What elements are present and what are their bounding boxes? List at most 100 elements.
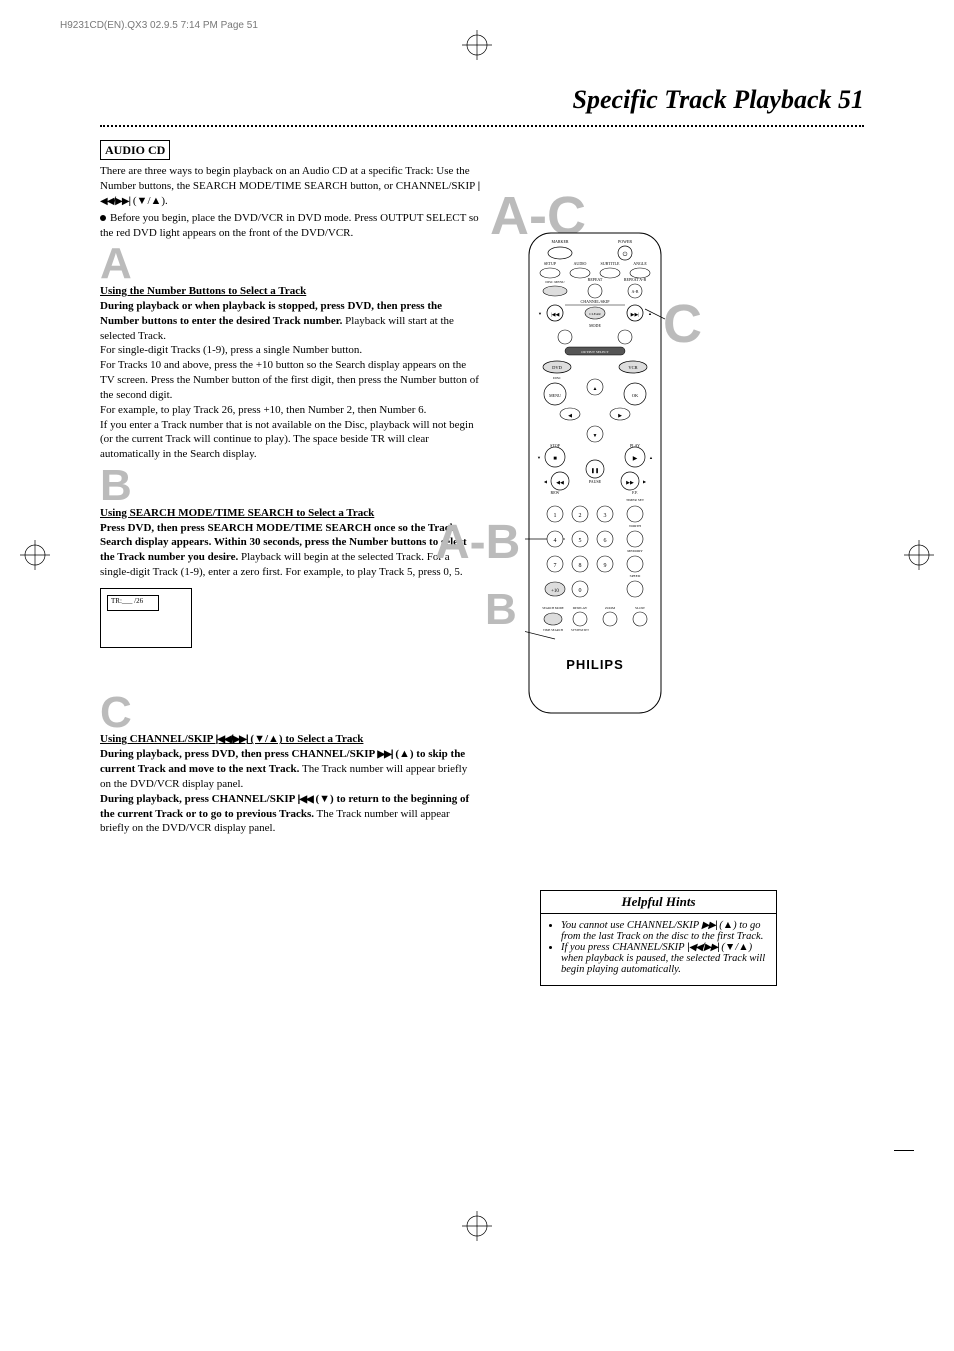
skip-icon: ▶▶| xyxy=(702,920,717,931)
content-column: AUDIO CD There are three ways to begin p… xyxy=(100,140,480,836)
svg-text:7: 7 xyxy=(554,563,557,569)
svg-text:PHILIPS: PHILIPS xyxy=(566,657,624,672)
helpful-hints-body: You cannot use CHANNEL/SKIP ▶▶| (▲) to g… xyxy=(541,914,776,985)
svg-text:TIMER SET: TIMER SET xyxy=(626,498,645,502)
svg-text:DISC MENU: DISC MENU xyxy=(545,280,565,284)
svg-text:SYSTEM SET: SYSTEM SET xyxy=(571,628,589,632)
svg-text:TIME SEARCH: TIME SEARCH xyxy=(543,628,564,632)
svg-text:◀◀: ◀◀ xyxy=(556,480,564,486)
c-body1: During playback, press DVD, then press C… xyxy=(100,747,480,792)
remote-diagram: A-C C A-B B MARKER ⏻ POWER SETUP AUDI xyxy=(515,185,815,745)
svg-text:▲: ▲ xyxy=(648,311,652,316)
bullet-icon xyxy=(100,215,106,221)
svg-text:▶▶|: ▶▶| xyxy=(631,312,640,318)
svg-text:9: 9 xyxy=(604,563,607,569)
callout-b: B xyxy=(485,585,517,635)
svg-text:⏻: ⏻ xyxy=(623,251,628,258)
audio-cd-box: AUDIO CD xyxy=(100,140,170,160)
callout-ab: A-B xyxy=(435,515,520,570)
svg-text:ZOOM: ZOOM xyxy=(605,606,616,610)
crop-mark xyxy=(894,1150,914,1151)
c-body2: During playback, press CHANNEL/SKIP |◀◀ … xyxy=(100,792,480,837)
svg-text:PAUSE: PAUSE xyxy=(589,479,602,484)
svg-text:SEARCH MODE: SEARCH MODE xyxy=(542,606,564,610)
skip-icon: ▶▶| xyxy=(377,749,392,760)
svg-text:REPEAT: REPEAT xyxy=(588,277,603,282)
svg-text:OUTPUT SELECT: OUTPUT SELECT xyxy=(581,350,609,354)
crop-mark xyxy=(904,540,934,570)
a-t4: For example, to play Track 26, press +10… xyxy=(100,403,480,418)
svg-text:8: 8 xyxy=(579,563,582,569)
svg-text:▲: ▲ xyxy=(649,455,653,460)
skip-icon: |◀◀/▶▶| xyxy=(687,942,719,953)
svg-text:❚❚: ❚❚ xyxy=(591,468,599,474)
svg-text:MEMORY: MEMORY xyxy=(627,549,643,553)
helpful-hints-title: Helpful Hints xyxy=(541,891,776,914)
svg-text:POWER: POWER xyxy=(618,239,632,244)
svg-text:▶: ▶ xyxy=(618,413,622,419)
svg-text:SETUP: SETUP xyxy=(544,261,557,266)
a-t5: If you enter a Track number that is not … xyxy=(100,418,480,463)
svg-text:A-B: A-B xyxy=(632,289,639,294)
b-title: Using SEARCH MODE/TIME SEARCH to Select … xyxy=(100,506,480,521)
c-title: Using CHANNEL/SKIP |◀◀/▶▶| (▼/▲) to Sele… xyxy=(100,732,480,747)
svg-text:REPEAT A-B: REPEAT A-B xyxy=(624,277,647,282)
svg-text:MODE: MODE xyxy=(589,323,601,328)
a-title: Using the Number Buttons to Select a Tra… xyxy=(100,284,480,299)
page-title: Specific Track Playback 51 xyxy=(573,85,864,115)
svg-text:REW: REW xyxy=(551,490,560,495)
svg-text:ANGLE: ANGLE xyxy=(633,261,647,266)
svg-text:AUDIO: AUDIO xyxy=(574,261,587,266)
svg-text:2: 2 xyxy=(579,513,582,519)
svg-text:+10: +10 xyxy=(551,589,559,594)
svg-text:3: 3 xyxy=(604,513,607,519)
svg-text:SPEED: SPEED xyxy=(630,574,641,578)
hint2a: If you press CHANNEL/SKIP xyxy=(561,942,687,953)
c-title-pre: Using CHANNEL/SKIP xyxy=(100,733,216,745)
skip-icon: |◀◀ xyxy=(298,794,313,805)
a-t3: For Tracks 10 and above, press the +10 b… xyxy=(100,358,480,403)
svg-text:▲: ▲ xyxy=(593,387,598,392)
svg-text:▼: ▼ xyxy=(537,455,541,460)
intro-text: There are three ways to begin playback o… xyxy=(100,164,480,209)
svg-text:▶▶: ▶▶ xyxy=(626,480,634,486)
b-body: Press DVD, then press SEARCH MODE/TIME S… xyxy=(100,521,480,580)
svg-text:SLOW: SLOW xyxy=(635,606,646,610)
svg-text:▼: ▼ xyxy=(593,434,598,439)
remote-svg: MARKER ⏻ POWER SETUP AUDIO SUBTITLE ANGL… xyxy=(525,229,665,729)
hint-1: You cannot use CHANNEL/SKIP ▶▶| (▲) to g… xyxy=(561,920,768,942)
helpful-hints-box: Helpful Hints You cannot use CHANNEL/SKI… xyxy=(540,890,777,986)
svg-text:5: 5 xyxy=(579,538,582,544)
svg-text:6: 6 xyxy=(604,538,607,544)
hint-2: If you press CHANNEL/SKIP |◀◀/▶▶| (▼/▲) … xyxy=(561,942,768,975)
svg-text:|◀◀: |◀◀ xyxy=(551,312,560,318)
hint1a: You cannot use CHANNEL/SKIP xyxy=(561,920,702,931)
callout-c: C xyxy=(663,293,702,355)
svg-text:F.F.: F.F. xyxy=(632,490,638,495)
crop-mark xyxy=(20,540,50,570)
page-meta: H9231CD(EN).QX3 02.9.5 7:14 PM Page 51 xyxy=(60,20,258,31)
intro-bullet-text: Before you begin, place the DVD/VCR in D… xyxy=(100,212,479,239)
svg-text:◀: ◀ xyxy=(568,413,572,419)
letter-a: A xyxy=(100,244,480,284)
svg-text:MENU: MENU xyxy=(549,393,561,398)
svg-text:▶: ▶ xyxy=(633,456,638,462)
svg-text:4: 4 xyxy=(554,538,557,544)
svg-text:■: ■ xyxy=(553,456,557,462)
skip-icon: |◀◀/▶▶| xyxy=(216,734,248,745)
crop-mark xyxy=(462,1211,492,1241)
svg-text:VCR: VCR xyxy=(628,365,637,370)
svg-text:DISPLAY: DISPLAY xyxy=(573,606,588,610)
intro-bullet: Before you begin, place the DVD/VCR in D… xyxy=(100,211,480,241)
svg-text:CLEAR: CLEAR xyxy=(589,312,601,316)
svg-text:NORTH: NORTH xyxy=(629,524,641,528)
tr-display-box: TR:___ /26 xyxy=(100,588,192,648)
page-rule xyxy=(100,125,864,127)
svg-text:CHANNEL/SKIP: CHANNEL/SKIP xyxy=(581,299,611,304)
svg-text:OK: OK xyxy=(632,393,639,398)
c-b1a: During playback, press DVD, then press C… xyxy=(100,748,377,760)
c-b2a: During playback, press CHANNEL/SKIP xyxy=(100,793,298,805)
c-title-post: (▼/▲) to Select a Track xyxy=(248,733,364,745)
svg-text:0: 0 xyxy=(579,588,582,594)
svg-text:DISC: DISC xyxy=(553,376,562,380)
